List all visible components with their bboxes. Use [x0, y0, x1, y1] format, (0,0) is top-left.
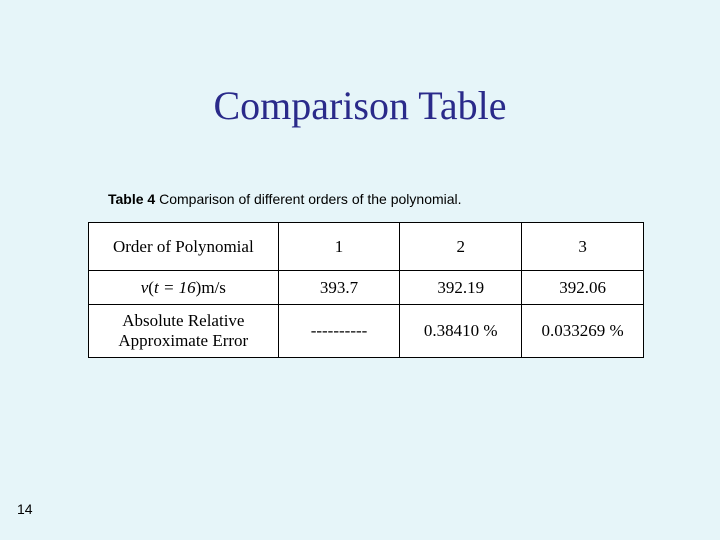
header-col-3: 3: [522, 223, 644, 271]
velocity-t: t = 16: [154, 278, 196, 297]
comparison-table: Order of Polynomial 1 2 3 v(t = 16)m/s 3…: [88, 222, 644, 358]
header-order: Order of Polynomial: [89, 223, 279, 271]
caption-rest: Comparison of different orders of the po…: [159, 191, 461, 207]
table-row: Order of Polynomial 1 2 3: [89, 223, 644, 271]
slide-title: Comparison Table: [0, 82, 720, 129]
velocity-units: m/s: [201, 278, 226, 297]
page-number: 14: [17, 501, 33, 517]
row-error-label: Absolute Relative Approximate Error: [89, 305, 279, 358]
header-order-line1: Order of Polynomial: [113, 237, 254, 256]
table-caption: Table 4 Comparison of different orders o…: [108, 191, 462, 207]
cell-error-2: 0.38410 %: [400, 305, 522, 358]
header-col-2: 2: [400, 223, 522, 271]
table-row: v(t = 16)m/s 393.7 392.19 392.06: [89, 271, 644, 305]
cell-velocity-3: 392.06: [522, 271, 644, 305]
table-row: Absolute Relative Approximate Error ----…: [89, 305, 644, 358]
row-velocity-label: v(t = 16)m/s: [89, 271, 279, 305]
cell-error-3: 0.033269 %: [522, 305, 644, 358]
slide: Comparison Table Table 4 Comparison of d…: [0, 0, 720, 540]
cell-velocity-1: 393.7: [278, 271, 400, 305]
cell-error-1: ----------: [278, 305, 400, 358]
caption-bold: Table 4: [108, 191, 159, 207]
cell-velocity-2: 392.19: [400, 271, 522, 305]
header-col-1: 1: [278, 223, 400, 271]
